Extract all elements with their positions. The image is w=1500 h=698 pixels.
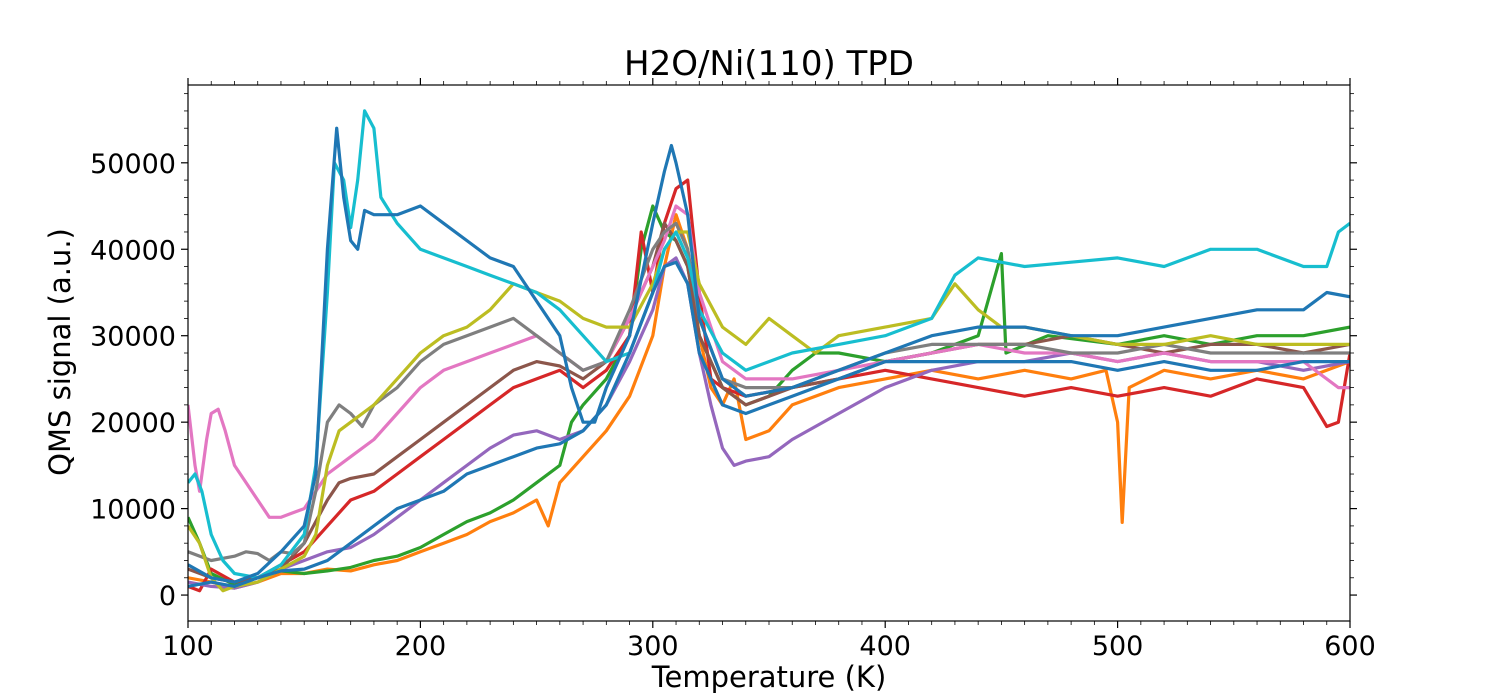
- x-tick-label: 400: [859, 631, 911, 662]
- series-line-4: [188, 256, 1350, 590]
- y-tick-label: 0: [159, 581, 176, 612]
- series-line-2: [188, 204, 1350, 587]
- series-line-3: [188, 178, 1350, 593]
- series-layer: [188, 109, 1350, 593]
- x-tick-label: 600: [1324, 631, 1376, 662]
- chart-title: H2O/Ni(110) TPD: [624, 44, 914, 84]
- series-line-10: [188, 126, 1350, 584]
- y-tick-label: 10000: [90, 495, 176, 526]
- series-line-9: [188, 109, 1350, 580]
- y-tick-label: 30000: [90, 322, 176, 353]
- series-line-1: [188, 213, 1350, 590]
- x-axis-label: Temperature (K): [651, 660, 887, 694]
- series-line-11: [188, 260, 1350, 589]
- x-tick-label: 200: [395, 631, 447, 662]
- x-tick-label: 500: [1092, 631, 1144, 662]
- y-tick-label: 40000: [90, 235, 176, 266]
- y-tick-label: 20000: [90, 408, 176, 439]
- axes-layer: 100 200 300 400 500 600 0 10000 20000 30000 40000 5…: [90, 78, 1376, 662]
- series-line-8: [188, 230, 1350, 593]
- y-tick-label: 50000: [90, 149, 176, 180]
- series-line-5: [188, 221, 1350, 584]
- y-axis-label: QMS signal (a.u.): [43, 228, 77, 476]
- x-tick-label: 100: [162, 631, 214, 662]
- x-tick-label: 300: [627, 631, 679, 662]
- series-line-7: [188, 221, 1350, 563]
